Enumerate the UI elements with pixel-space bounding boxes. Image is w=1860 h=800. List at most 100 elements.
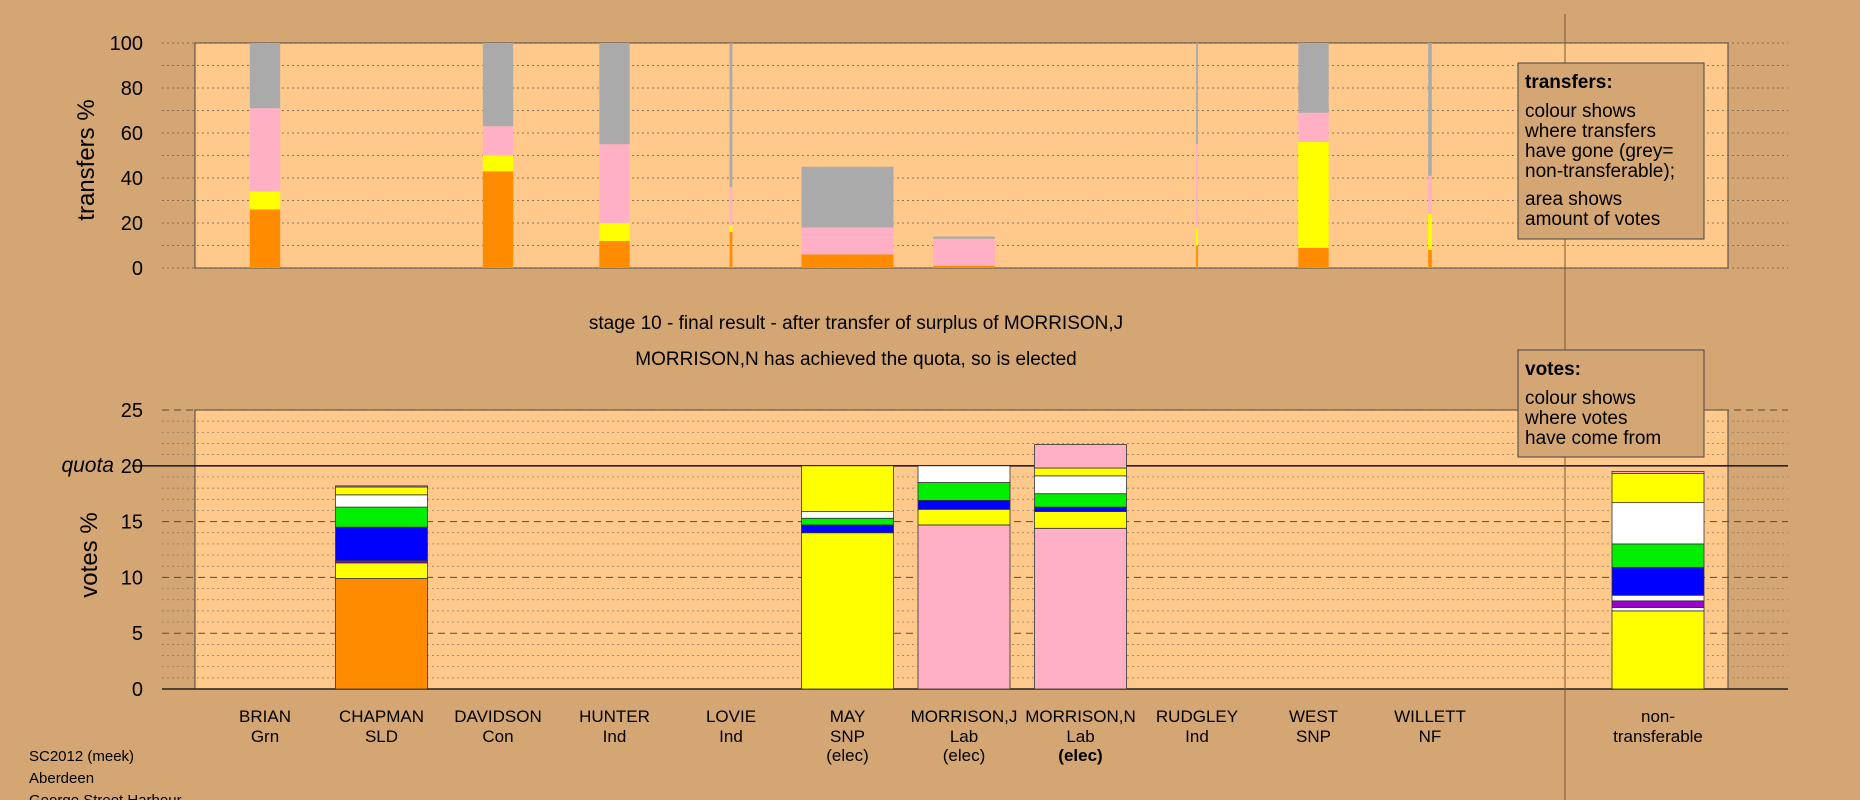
candidate-party: Con <box>482 727 513 746</box>
vote-segment <box>335 578 428 690</box>
candidate-name: BRIAN <box>239 707 291 726</box>
transfer-segment <box>801 166 894 228</box>
transfer-segment <box>1428 250 1432 268</box>
vote-segment <box>917 499 1011 510</box>
candidate-party: Ind <box>719 727 743 746</box>
legend-votes-box <box>1517 349 1705 458</box>
transfer-segment <box>1298 142 1329 248</box>
candidate-party: SNP <box>1296 727 1331 746</box>
vote-segment <box>1611 607 1705 612</box>
footer-line: SC2012 (meek) <box>29 748 134 765</box>
legend-transfers-line: colour shows <box>1525 101 1636 122</box>
vote-segment <box>801 524 894 534</box>
transfer-segment <box>801 227 894 255</box>
transfers-tick-label: 60 <box>121 123 143 145</box>
transfer-segment <box>599 223 630 241</box>
vote-segment <box>335 562 428 579</box>
transfer-segment <box>729 187 733 226</box>
legend-votes-line: colour shows <box>1525 388 1636 409</box>
vote-segment <box>335 526 428 562</box>
legend-transfers-title: transfers: <box>1525 72 1613 93</box>
transfers-tick-label: 40 <box>121 168 143 190</box>
votes-tick-label: 20 <box>121 456 143 478</box>
transfers-tick-label: 80 <box>121 78 143 100</box>
candidate-name: WEST <box>1289 707 1338 726</box>
nontransferable-label: non- <box>1641 707 1675 726</box>
candidate-name: MAY <box>830 707 866 726</box>
footer-line: George Street Harbour <box>29 792 182 800</box>
candidate-name: CHAPMAN <box>339 707 424 726</box>
vote-segment <box>801 511 894 519</box>
legend-transfers-box <box>1517 62 1705 240</box>
candidate-party: Ind <box>1185 727 1209 746</box>
transfers-ylabel: transfers % <box>73 99 100 220</box>
transfer-segment <box>1298 247 1329 268</box>
vote-segment <box>917 482 1011 501</box>
legend-votes-title: votes: <box>1525 359 1581 380</box>
vote-segment <box>335 494 428 508</box>
votes-plot: 0 5 10 15 20 25 <box>121 400 1788 701</box>
legend-transfers: transfers: colour shows where transfers … <box>1517 62 1705 240</box>
transfer-segment <box>249 108 281 192</box>
vote-segment <box>917 465 1011 483</box>
transfers-tick-label: 20 <box>121 213 143 235</box>
transfer-segment <box>933 236 995 239</box>
vote-segment <box>1611 594 1705 602</box>
transfer-segment <box>729 225 733 232</box>
transfer-segment <box>599 241 630 268</box>
vote-segment <box>801 532 894 690</box>
transfers-tick-label: 0 <box>132 258 143 280</box>
candidate-name: HUNTER <box>579 707 650 726</box>
transfer-segment <box>249 209 281 268</box>
vote-segment <box>801 517 894 526</box>
vote-segment <box>335 486 428 496</box>
legend-transfers-line: where transfers <box>1524 121 1656 142</box>
legend-transfers-line: have gone (grey= <box>1525 141 1673 162</box>
vote-segment <box>1034 506 1127 512</box>
vote-segment <box>1034 527 1127 690</box>
legend-transfers-line: amount of votes <box>1525 209 1660 230</box>
vote-segment <box>1611 610 1705 690</box>
transfer-segment <box>1196 43 1198 145</box>
candidate-status: (elec) <box>826 746 869 765</box>
candidate-name: LOVIE <box>706 707 756 726</box>
transfer-segment <box>1298 43 1329 113</box>
stage-title: stage 10 - final result - after transfer… <box>589 313 1123 334</box>
votes-tick-label: 0 <box>132 679 143 701</box>
transfer-segment <box>1196 227 1198 246</box>
transfer-segment <box>801 254 894 268</box>
vote-segment <box>1611 470 1705 475</box>
transfer-segment <box>729 232 733 268</box>
candidate-party: NF <box>1419 727 1442 746</box>
vote-segment <box>917 508 1011 526</box>
vote-segment <box>801 465 894 512</box>
transfer-segment <box>1428 214 1432 250</box>
vote-segment <box>1611 600 1705 608</box>
transfer-segment <box>599 43 630 145</box>
footer-line: Aberdeen <box>29 770 94 787</box>
vote-segment <box>335 506 428 528</box>
transfer-segment <box>482 126 514 156</box>
vote-segment <box>1034 467 1127 477</box>
candidate-status: (elec) <box>943 746 986 765</box>
legend-transfers-line: non-transferable); <box>1525 161 1675 182</box>
quota-label: quota <box>61 454 114 477</box>
candidate-party: Lab <box>950 727 978 746</box>
vote-segment <box>1611 502 1705 545</box>
candidate-name: DAVIDSON <box>454 707 542 726</box>
candidate-party: Grn <box>251 727 279 746</box>
vote-segment <box>1034 493 1127 508</box>
vote-segment <box>1611 543 1705 568</box>
vote-segment <box>1611 566 1705 596</box>
votes-tick-label: 25 <box>121 400 143 422</box>
candidate-status: (elec) <box>1058 746 1102 765</box>
vote-segment <box>335 485 428 488</box>
vote-segment <box>1034 444 1127 469</box>
candidate-name: MORRISON,J <box>911 707 1018 726</box>
transfer-segment <box>482 155 514 172</box>
candidate-name: WILLETT <box>1394 707 1466 726</box>
transfers-tick-label: 100 <box>110 33 143 55</box>
candidate-name: MORRISON,N <box>1025 707 1136 726</box>
